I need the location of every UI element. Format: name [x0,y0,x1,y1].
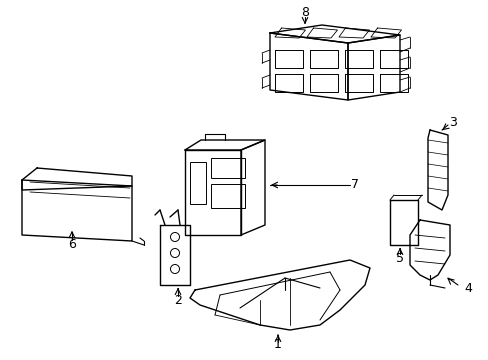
Bar [210,184,244,208]
Text: 4: 4 [463,282,471,294]
Text: 5: 5 [395,252,403,265]
Text: 1: 1 [273,338,282,351]
Text: 2: 2 [174,293,182,306]
Bar [210,158,244,178]
Text: 6: 6 [68,238,76,252]
Text: 3: 3 [448,116,456,129]
Bar [190,162,205,204]
Text: 7: 7 [350,179,358,192]
Text: 8: 8 [301,5,308,18]
